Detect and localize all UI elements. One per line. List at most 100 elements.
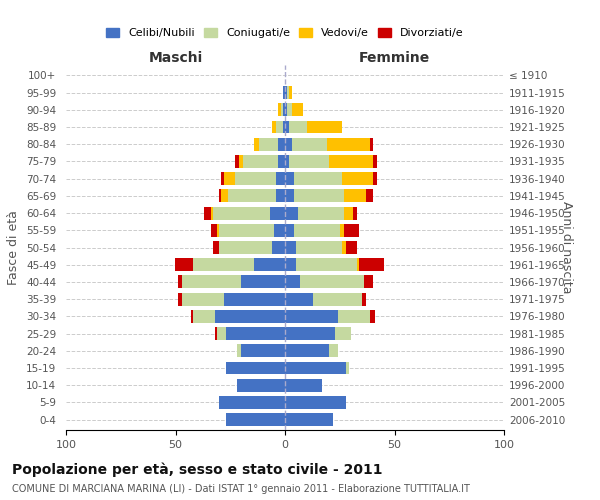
- Bar: [338, 310, 370, 323]
- Bar: [278, 155, 285, 168]
- Bar: [213, 241, 220, 254]
- Bar: [278, 104, 281, 116]
- Bar: [241, 276, 285, 288]
- Bar: [329, 155, 373, 168]
- Y-axis label: Fasce di età: Fasce di età: [7, 210, 20, 285]
- Bar: [301, 276, 364, 288]
- Bar: [344, 190, 366, 202]
- Bar: [287, 86, 289, 99]
- Bar: [344, 206, 353, 220]
- Bar: [366, 190, 373, 202]
- Bar: [285, 241, 296, 254]
- Bar: [362, 292, 366, 306]
- Bar: [224, 172, 235, 185]
- Bar: [285, 344, 329, 358]
- Bar: [289, 120, 307, 134]
- Bar: [226, 413, 285, 426]
- Bar: [289, 86, 292, 99]
- Bar: [175, 258, 193, 271]
- Bar: [226, 327, 285, 340]
- Bar: [221, 172, 224, 185]
- Bar: [211, 206, 213, 220]
- Bar: [313, 292, 362, 306]
- Text: Femmine: Femmine: [359, 51, 430, 65]
- Bar: [285, 206, 298, 220]
- Bar: [285, 258, 296, 271]
- Bar: [342, 241, 346, 254]
- Bar: [342, 172, 373, 185]
- Bar: [221, 190, 228, 202]
- Bar: [285, 327, 335, 340]
- Bar: [373, 155, 377, 168]
- Bar: [335, 327, 350, 340]
- Text: Maschi: Maschi: [148, 51, 203, 65]
- Bar: [373, 172, 377, 185]
- Bar: [272, 241, 285, 254]
- Bar: [254, 138, 259, 150]
- Bar: [193, 258, 254, 271]
- Bar: [274, 224, 285, 236]
- Bar: [285, 379, 322, 392]
- Bar: [285, 276, 301, 288]
- Bar: [283, 104, 285, 116]
- Bar: [182, 276, 241, 288]
- Bar: [370, 310, 375, 323]
- Bar: [298, 206, 344, 220]
- Bar: [193, 310, 215, 323]
- Bar: [215, 310, 285, 323]
- Bar: [285, 362, 346, 374]
- Bar: [269, 206, 285, 220]
- Bar: [235, 155, 239, 168]
- Bar: [239, 155, 244, 168]
- Bar: [220, 396, 285, 409]
- Bar: [359, 258, 383, 271]
- Bar: [215, 327, 217, 340]
- Bar: [364, 276, 373, 288]
- Bar: [178, 276, 182, 288]
- Bar: [220, 241, 272, 254]
- Bar: [292, 138, 326, 150]
- Bar: [294, 172, 342, 185]
- Bar: [285, 172, 294, 185]
- Bar: [228, 190, 276, 202]
- Bar: [276, 120, 283, 134]
- Bar: [226, 362, 285, 374]
- Bar: [346, 241, 357, 254]
- Bar: [292, 104, 302, 116]
- Bar: [237, 379, 285, 392]
- Bar: [285, 86, 287, 99]
- Bar: [281, 104, 283, 116]
- Bar: [307, 120, 342, 134]
- Bar: [283, 86, 285, 99]
- Bar: [285, 292, 313, 306]
- Bar: [289, 155, 329, 168]
- Bar: [283, 120, 285, 134]
- Bar: [241, 344, 285, 358]
- Bar: [204, 206, 211, 220]
- Bar: [254, 258, 285, 271]
- Bar: [326, 138, 370, 150]
- Bar: [353, 206, 357, 220]
- Bar: [294, 190, 344, 202]
- Text: COMUNE DI MARCIANA MARINA (LI) - Dati ISTAT 1° gennaio 2011 - Elaborazione TUTTI: COMUNE DI MARCIANA MARINA (LI) - Dati IS…: [12, 484, 470, 494]
- Bar: [294, 224, 340, 236]
- Bar: [285, 413, 333, 426]
- Bar: [178, 292, 182, 306]
- Y-axis label: Anni di nascita: Anni di nascita: [560, 201, 572, 294]
- Bar: [296, 241, 342, 254]
- Bar: [285, 396, 346, 409]
- Bar: [285, 224, 294, 236]
- Bar: [220, 190, 221, 202]
- Bar: [340, 224, 344, 236]
- Bar: [370, 138, 373, 150]
- Bar: [285, 104, 287, 116]
- Text: Popolazione per età, sesso e stato civile - 2011: Popolazione per età, sesso e stato civil…: [12, 462, 383, 477]
- Bar: [259, 138, 278, 150]
- Bar: [276, 190, 285, 202]
- Bar: [182, 292, 224, 306]
- Bar: [272, 120, 276, 134]
- Legend: Celibi/Nubili, Coniugati/e, Vedovi/e, Divorziati/e: Celibi/Nubili, Coniugati/e, Vedovi/e, Di…: [102, 23, 468, 43]
- Bar: [237, 344, 241, 358]
- Bar: [220, 224, 274, 236]
- Bar: [285, 120, 289, 134]
